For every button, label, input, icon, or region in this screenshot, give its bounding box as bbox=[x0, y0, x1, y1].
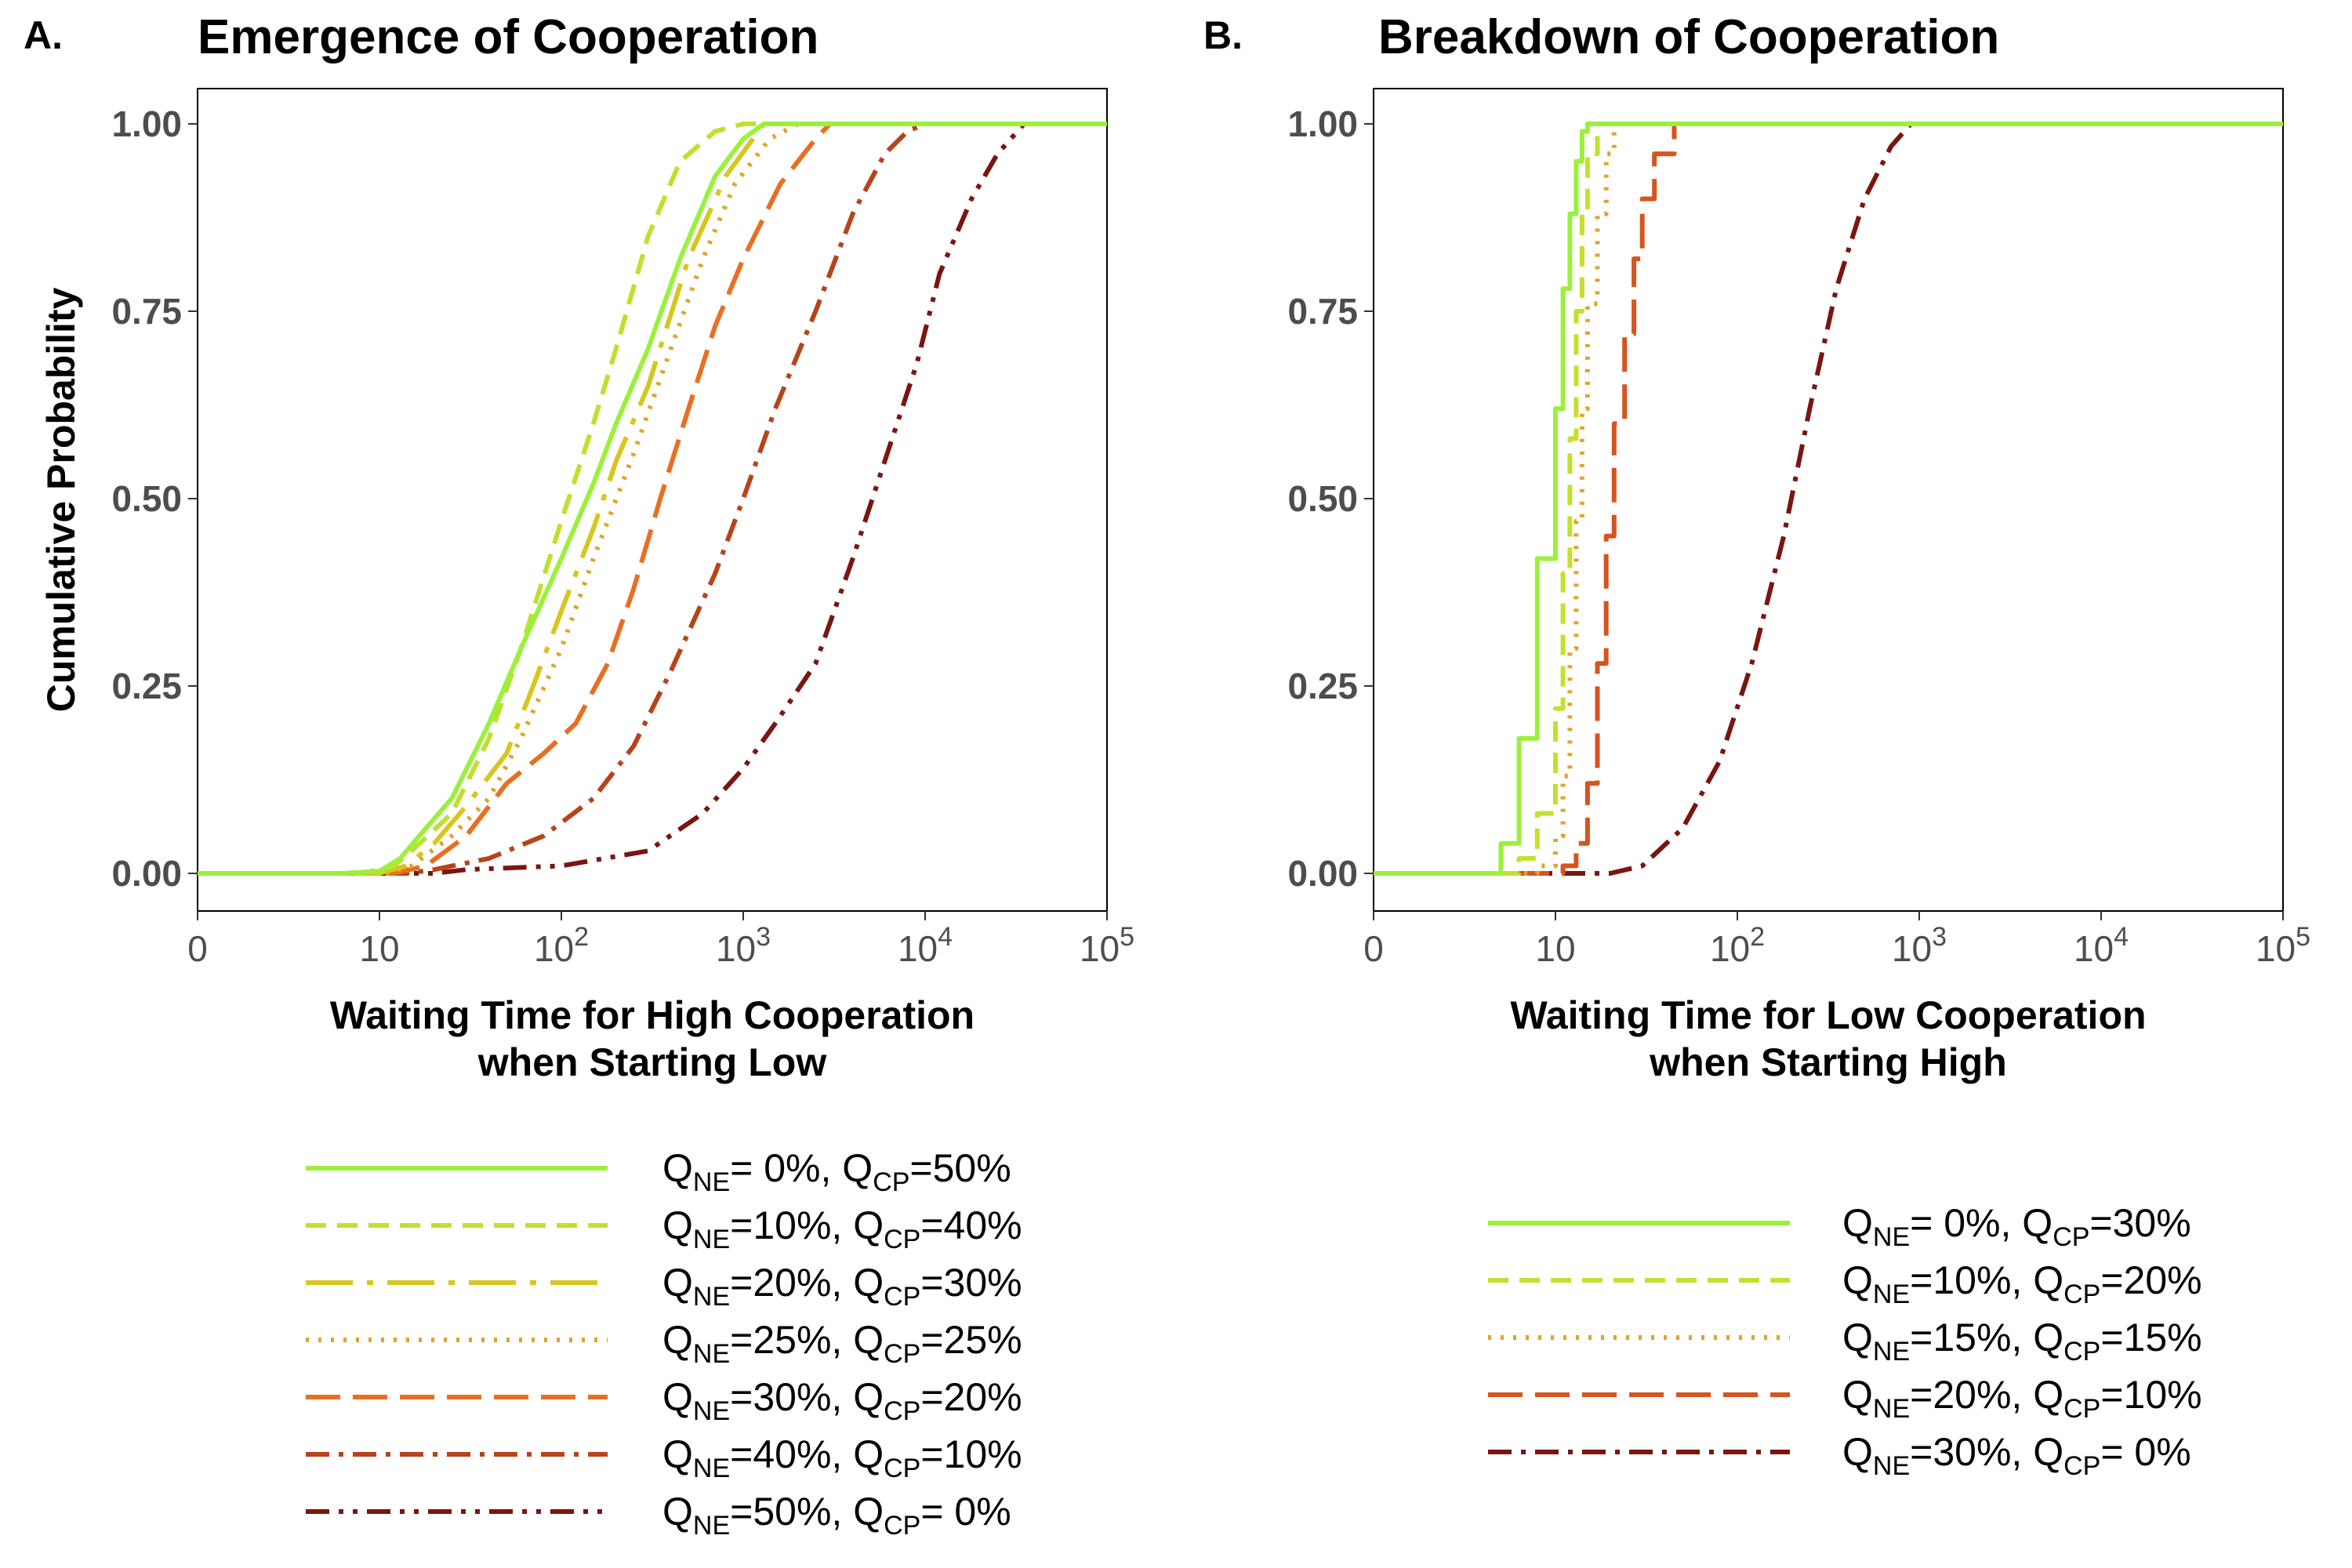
y-tick-label: 0.00 bbox=[111, 853, 182, 894]
series-line-5 bbox=[198, 122, 1107, 876]
series-line-4 bbox=[198, 122, 1107, 876]
legend-label-3: QNE=15%, QCP=15% bbox=[1842, 1316, 2202, 1367]
series-line-3 bbox=[198, 122, 1107, 876]
y-tick-label: 1.00 bbox=[1287, 103, 1358, 144]
y-tick-label: 0.75 bbox=[1287, 291, 1358, 332]
y-tick-label: 1.00 bbox=[111, 103, 182, 144]
x-tick-label: 10 bbox=[1535, 928, 1575, 969]
y-tick-label: 0.50 bbox=[111, 478, 182, 519]
series-line-1 bbox=[198, 122, 1107, 876]
x-tick-label: 0 bbox=[1363, 928, 1384, 969]
series-line-2 bbox=[1374, 122, 2283, 876]
series-line-5 bbox=[1374, 122, 2283, 876]
y-tick-label: 0.25 bbox=[111, 666, 182, 706]
x-tick-label: 104 bbox=[2074, 922, 2129, 969]
series-line-7 bbox=[198, 122, 1107, 876]
plot-frame bbox=[1373, 88, 2284, 912]
x-axis-label: when Starting High bbox=[1649, 1040, 2007, 1084]
legend-label-1: QNE= 0%, QCP=30% bbox=[1842, 1201, 2191, 1252]
y-tick-label: 0.25 bbox=[1287, 666, 1358, 706]
x-tick-label: 103 bbox=[1892, 922, 1947, 969]
series-line-3 bbox=[1374, 122, 2283, 876]
x-axis-label: Waiting Time for Low Cooperation bbox=[1510, 993, 2146, 1037]
x-tick-label: 102 bbox=[1710, 922, 1765, 969]
legend-label-4: QNE=25%, QCP=25% bbox=[662, 1318, 1022, 1369]
y-tick-label: 0.75 bbox=[111, 291, 182, 332]
x-tick-label: 102 bbox=[534, 922, 589, 969]
panel-letter: A. bbox=[24, 13, 63, 57]
legend-label-1: QNE= 0%, QCP=50% bbox=[662, 1146, 1011, 1197]
series-line-6 bbox=[198, 122, 1107, 876]
series-line-4 bbox=[1374, 122, 2283, 876]
panel-b-breakdown: B. Breakdown of Cooperation 0.00 0.25 0.50 0.… bbox=[1203, 10, 2310, 1481]
y-tick-label: 0.00 bbox=[1287, 853, 1358, 894]
plot-frame bbox=[197, 88, 1108, 912]
panel-letter: B. bbox=[1203, 13, 1243, 57]
legend-label-7: QNE=50%, QCP= 0% bbox=[662, 1490, 1011, 1541]
x-axis-label: Waiting Time for High Cooperation bbox=[330, 993, 975, 1037]
legend-label-4: QNE=20%, QCP=10% bbox=[1842, 1373, 2202, 1424]
series-line-2 bbox=[198, 122, 1107, 876]
chart-title: Breakdown of Cooperation bbox=[1378, 10, 1999, 64]
x-tick-label: 10 bbox=[359, 928, 399, 969]
x-tick-label: 0 bbox=[187, 928, 208, 969]
panel-a-emergence: A. Emergence of Cooperation 0.00 0.25 0.50 0.… bbox=[24, 10, 1134, 1541]
legend-label-6: QNE=40%, QCP=10% bbox=[662, 1432, 1022, 1483]
legend-label-5: QNE=30%, QCP=20% bbox=[662, 1375, 1022, 1426]
x-tick-label: 103 bbox=[716, 922, 771, 969]
x-tick-label: 105 bbox=[1080, 922, 1134, 969]
y-axis-label: Cumulative Probability bbox=[39, 287, 83, 712]
x-tick-label: 104 bbox=[898, 922, 953, 969]
legend-label-2: QNE=10%, QCP=20% bbox=[1842, 1258, 2202, 1309]
legend-label-5: QNE=30%, QCP= 0% bbox=[1842, 1430, 2191, 1481]
x-tick-label: 105 bbox=[2256, 922, 2310, 969]
series-line-1 bbox=[1374, 122, 2283, 876]
y-tick-label: 0.50 bbox=[1287, 478, 1358, 519]
legend-label-2: QNE=10%, QCP=40% bbox=[662, 1203, 1022, 1254]
chart-title: Emergence of Cooperation bbox=[198, 10, 818, 64]
legend-label-3: QNE=20%, QCP=30% bbox=[662, 1261, 1022, 1312]
x-axis-label: when Starting Low bbox=[477, 1040, 827, 1084]
